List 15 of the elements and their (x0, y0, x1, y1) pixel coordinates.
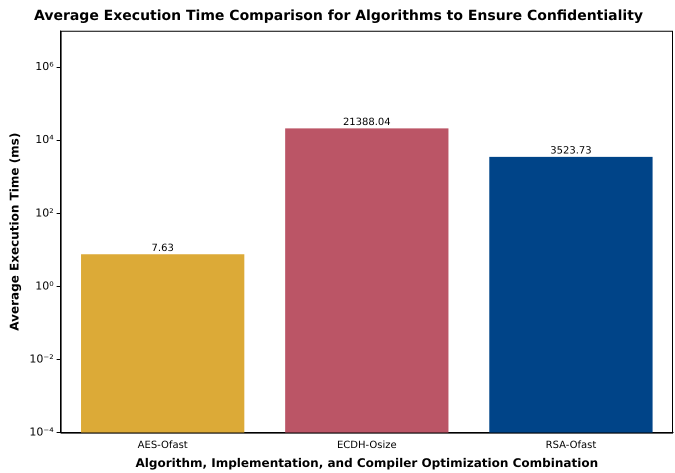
x-tick-label: AES-Ofast (138, 440, 188, 452)
y-tick-label: 10⁶ (35, 60, 54, 74)
y-tick-label: 10⁻⁴ (29, 425, 54, 438)
y-axis-title: Average Execution Time (ms) (7, 132, 22, 331)
chart-title: Average Execution Time Comparison for Algorithms to Ensure Confidentiality (34, 8, 644, 24)
data-label: 21388.04 (342, 116, 391, 128)
data-label: 3523.73 (550, 146, 592, 157)
data-label: 7.63 (152, 242, 174, 254)
x-axis-title: Algorithm, Implementation, and Compiler Optimization Combination (135, 456, 598, 470)
y-tick-label: 10⁴ (35, 133, 54, 146)
y-tick-label: 10² (35, 206, 54, 220)
y-tick-label: 10⁻² (29, 352, 54, 366)
x-tick-label: RSA-Ofast (546, 440, 596, 452)
y-tick-label: 10⁰ (35, 279, 54, 292)
x-tick-label: ECDH-Osize (336, 440, 397, 452)
